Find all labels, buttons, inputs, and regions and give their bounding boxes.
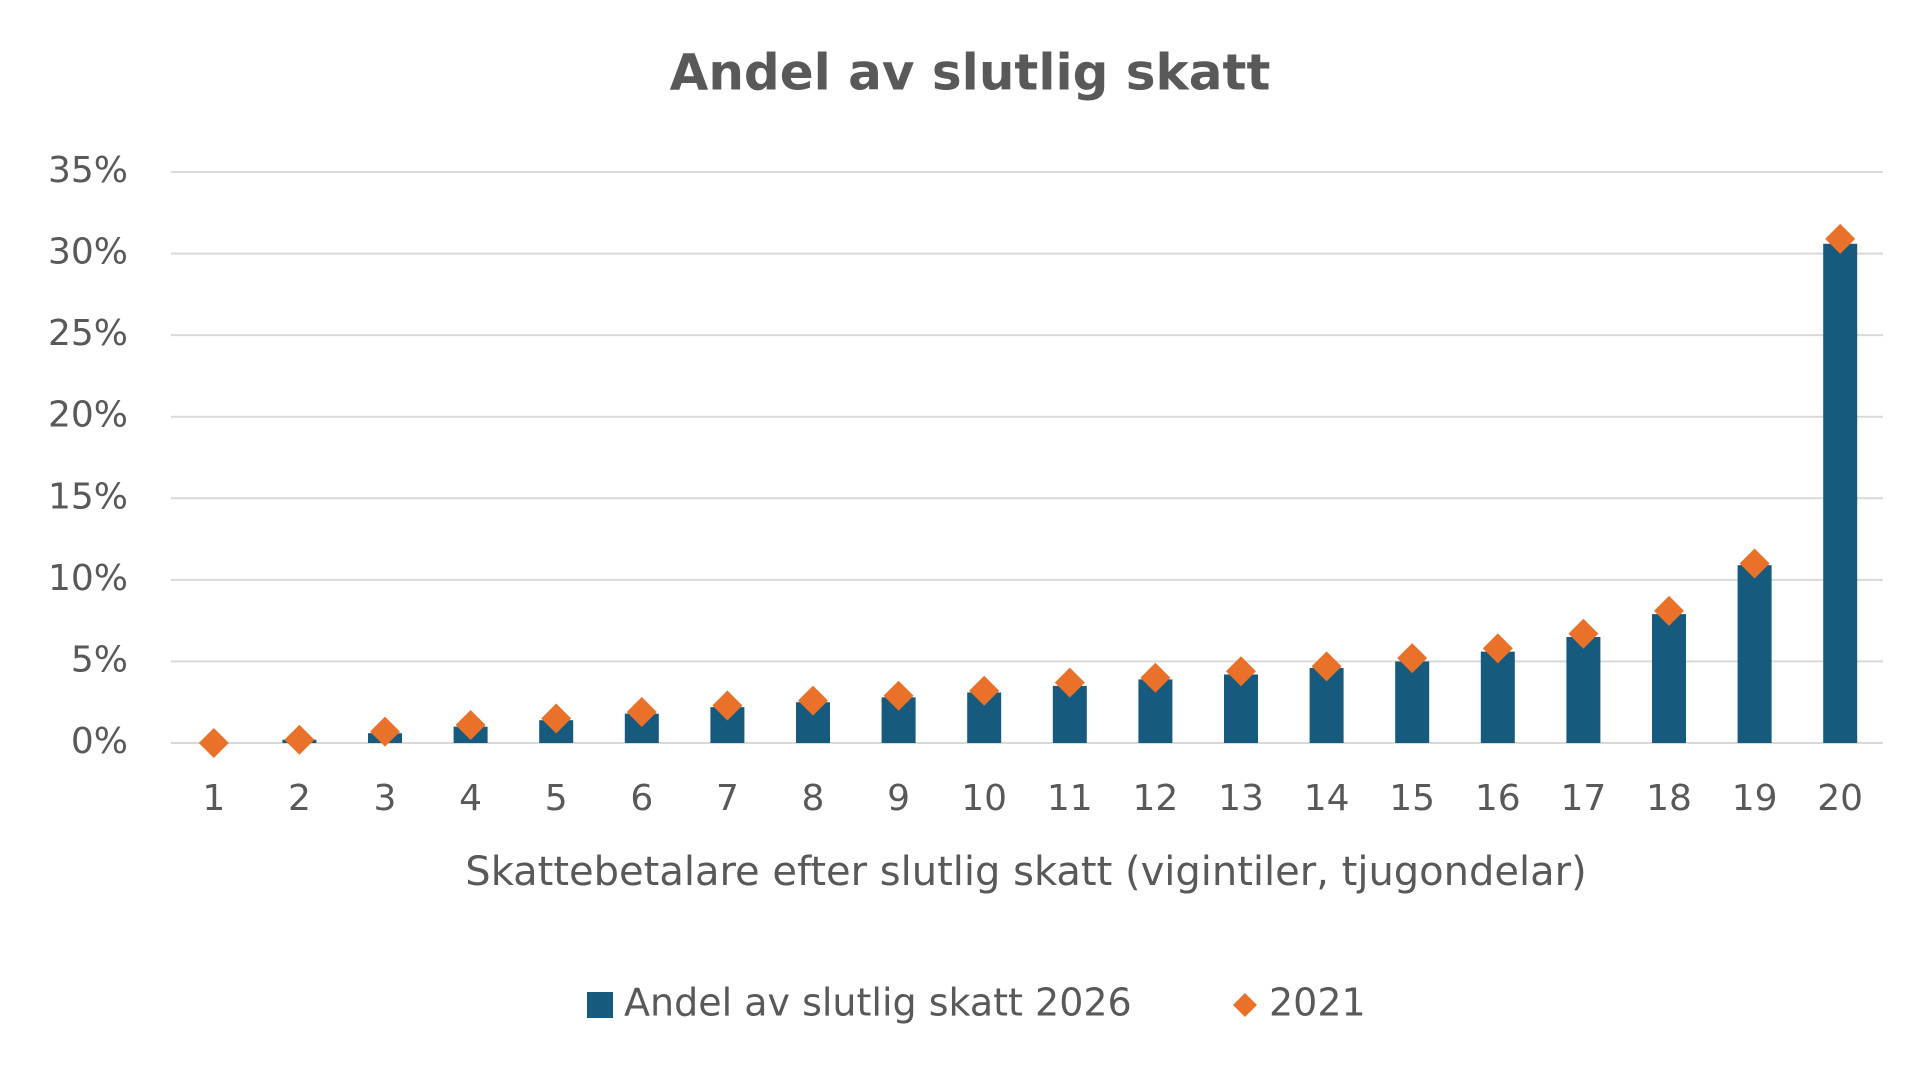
x-tick-label: 5 — [545, 778, 568, 819]
x-tick-label: 19 — [1732, 778, 1778, 819]
x-tick-label: 8 — [802, 778, 825, 819]
y-tick-label: 0% — [71, 721, 128, 762]
x-axis-title: Skattebetalare efter slutlig skatt (vigi… — [465, 849, 1586, 895]
chart-title: Andel av slutlig skatt — [670, 44, 1271, 102]
marker — [1311, 651, 1342, 682]
marker — [1397, 643, 1428, 674]
x-tick-label: 1 — [202, 778, 225, 819]
legend-swatch — [1233, 993, 1257, 1017]
x-tick-label: 9 — [887, 778, 910, 819]
y-tick-label: 20% — [48, 395, 128, 436]
y-tick-label: 25% — [48, 313, 128, 354]
marker — [712, 690, 743, 721]
marker — [455, 710, 486, 741]
marker — [1654, 595, 1684, 626]
marker — [969, 675, 1000, 706]
x-tick-label: 16 — [1475, 778, 1521, 819]
x-tick-label: 6 — [630, 778, 653, 819]
marker — [1482, 633, 1513, 664]
x-tick-label: 12 — [1132, 778, 1178, 819]
x-tick-label: 18 — [1646, 778, 1692, 819]
bar — [1480, 651, 1515, 743]
x-tick-label: 20 — [1817, 778, 1863, 819]
marker — [1739, 548, 1770, 579]
y-tick-label: 5% — [71, 639, 128, 680]
legend-label: 2021 — [1269, 981, 1366, 1025]
x-tick-label: 10 — [961, 778, 1007, 819]
marker — [883, 680, 914, 711]
x-tick-label: 13 — [1218, 778, 1264, 819]
marker — [370, 716, 400, 747]
bar — [1652, 614, 1686, 743]
x-tick-label: 4 — [459, 778, 482, 819]
marker — [1140, 662, 1171, 693]
marker — [198, 728, 229, 758]
marker — [798, 685, 828, 716]
marker — [1054, 667, 1085, 698]
x-tick-label: 14 — [1304, 778, 1350, 819]
bar — [1566, 636, 1601, 743]
bar — [1823, 243, 1858, 744]
y-tick-label: 10% — [48, 558, 128, 599]
marker — [626, 697, 657, 728]
legend-swatch — [587, 992, 613, 1018]
bar — [1395, 661, 1430, 743]
bar — [1737, 565, 1772, 743]
legend-label: Andel av slutlig skatt 2026 — [624, 981, 1132, 1025]
x-tick-label: 11 — [1047, 778, 1093, 819]
x-tick-label: 15 — [1389, 778, 1435, 819]
x-tick-label: 17 — [1560, 778, 1606, 819]
marker — [1568, 618, 1599, 649]
marker — [541, 703, 572, 734]
marker — [284, 724, 315, 755]
x-tick-label: 2 — [288, 778, 311, 819]
marker — [1825, 223, 1856, 254]
y-tick-label: 30% — [48, 232, 128, 273]
marker — [1226, 656, 1256, 687]
x-tick-label: 7 — [716, 778, 739, 819]
x-tick-label: 3 — [374, 778, 397, 819]
y-tick-label: 15% — [48, 476, 128, 517]
y-tick-label: 35% — [48, 150, 128, 191]
